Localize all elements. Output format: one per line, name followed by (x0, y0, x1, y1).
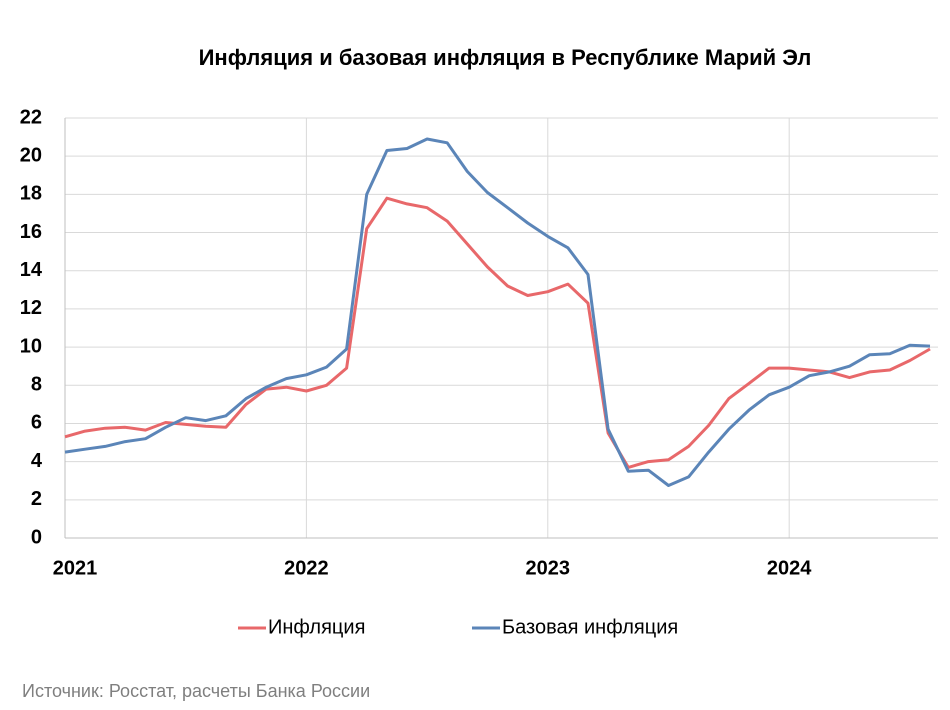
legend-label: Инфляция (268, 616, 365, 638)
x-tick-label: 2023 (526, 557, 571, 579)
y-tick-label: 22 (20, 106, 42, 128)
series-line (64, 137, 931, 487)
y-tick-label: 2 (31, 488, 42, 510)
series-line (64, 196, 931, 469)
y-tick-label: 6 (31, 412, 42, 434)
y-tick-label: 12 (20, 297, 42, 319)
y-tick-label: 0 (31, 526, 42, 548)
y-tick-label: 10 (20, 335, 42, 357)
y-tick-label: 20 (20, 144, 42, 166)
x-tick-label: 2024 (767, 557, 812, 579)
x-tick-label: 2021 (53, 557, 98, 579)
y-tick-label: 8 (31, 374, 42, 396)
source-note: Источник: Росстат, расчеты Банка России (22, 681, 370, 701)
x-tick-label: 2022 (284, 557, 329, 579)
y-tick-label: 4 (31, 450, 43, 472)
y-tick-label: 16 (20, 221, 42, 243)
y-tick-label: 18 (20, 183, 42, 205)
chart-title: Инфляция и базовая инфляция в Республике… (199, 45, 812, 70)
y-tick-label: 14 (20, 259, 43, 281)
legend-label: Базовая инфляция (502, 616, 678, 638)
